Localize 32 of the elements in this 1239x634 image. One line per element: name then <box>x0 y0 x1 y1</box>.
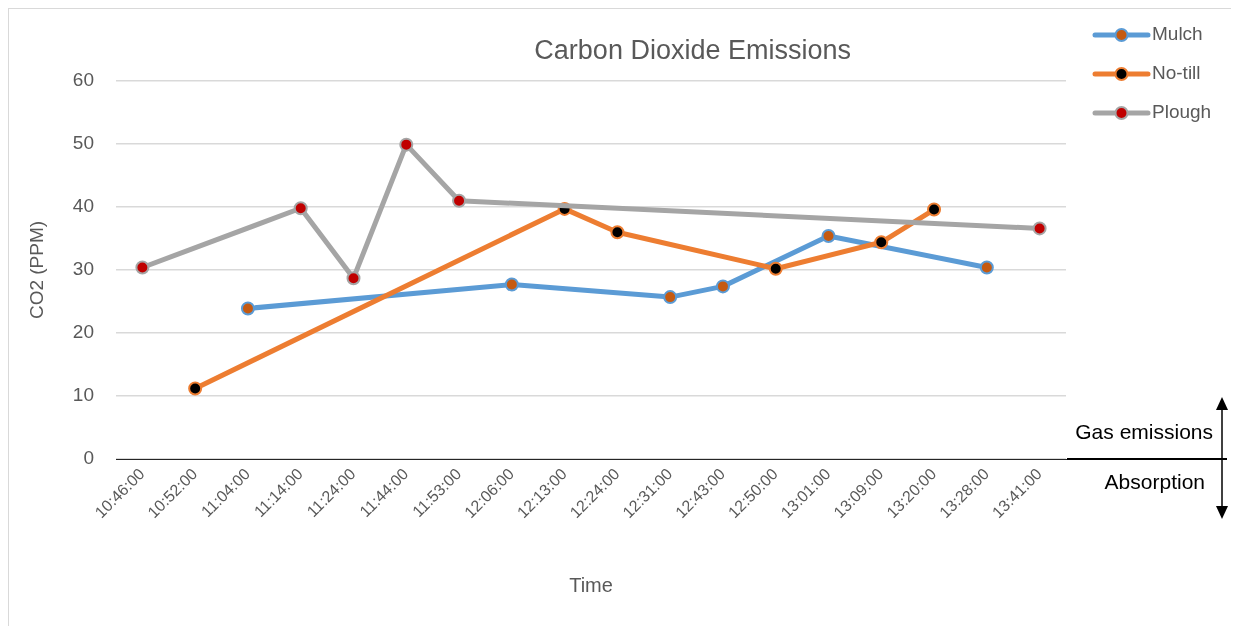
point <box>610 225 625 240</box>
chart-title: Carbon Dioxide Emissions <box>534 35 851 66</box>
point <box>240 301 255 316</box>
point <box>768 261 783 276</box>
y-tick-label: 10 <box>72 384 94 406</box>
point <box>346 271 361 286</box>
y-tick-label: 30 <box>72 258 94 280</box>
y-tick-label: 50 <box>72 132 94 154</box>
y-tick-label: 0 <box>83 447 94 469</box>
y-tick-label: 60 <box>72 69 94 91</box>
point <box>188 381 203 396</box>
point <box>1032 221 1047 236</box>
point <box>399 137 414 152</box>
y-tick-label: 40 <box>72 195 94 217</box>
point <box>979 260 994 275</box>
legend-label: Mulch <box>1152 23 1203 45</box>
point <box>504 277 519 292</box>
point <box>663 290 678 305</box>
x-axis-title: Time <box>569 573 613 596</box>
point <box>452 193 467 208</box>
text: Absorption <box>1104 470 1205 494</box>
point <box>715 279 730 294</box>
legend-label: Plough <box>1152 101 1212 123</box>
point <box>874 235 889 250</box>
point <box>821 228 836 243</box>
legend-label: No-till <box>1152 62 1201 84</box>
point <box>293 201 308 216</box>
text: Gas emissions <box>1075 420 1213 444</box>
point <box>135 260 150 275</box>
y-axis-title: CO2 (PPM) <box>25 220 47 320</box>
point <box>927 202 942 217</box>
y-tick-label: 20 <box>72 321 94 343</box>
